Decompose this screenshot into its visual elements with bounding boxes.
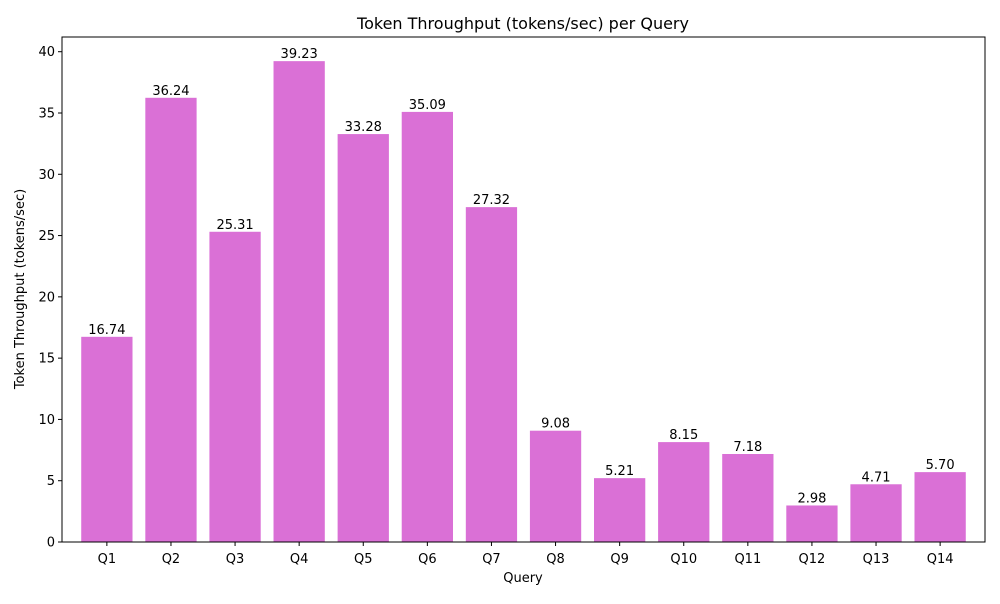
bar-value-label-q12: 2.98: [797, 491, 826, 506]
y-tick-label-0: 0: [47, 536, 55, 551]
x-tick-label-q10: Q10: [670, 552, 697, 567]
plot-frame: [61, 36, 986, 543]
y-tick-label-30: 30: [38, 168, 55, 183]
axes-layer: [61, 36, 986, 543]
x-tick-label-q4: Q4: [290, 552, 309, 567]
x-tick-label-q9: Q9: [610, 552, 629, 567]
y-tick-label-40: 40: [38, 45, 55, 60]
bar-q6: [401, 111, 453, 542]
x-tick-label-q1: Q1: [98, 552, 117, 567]
bar-value-label-q13: 4.71: [862, 470, 891, 485]
bar-q13: [850, 484, 902, 542]
y-axis-label: Token Throughput (tokens/sec): [13, 189, 28, 390]
x-tick-label-q11: Q11: [734, 552, 761, 567]
x-tick-label-q14: Q14: [927, 552, 954, 567]
bar-value-label-q7: 27.32: [473, 193, 510, 208]
y-tick-label-25: 25: [38, 229, 55, 244]
bar-value-label-q3: 25.31: [216, 218, 253, 233]
y-tick-label-5: 5: [47, 474, 55, 489]
bar-q9: [594, 478, 646, 542]
bar-value-label-q10: 8.15: [669, 428, 698, 443]
chart-title: Token Throughput (tokens/sec) per Query: [356, 14, 689, 33]
bar-q10: [658, 442, 710, 542]
x-tick-label-q5: Q5: [354, 552, 373, 567]
x-axis-ticks: Q1 Q2 Q3 Q4 Q5 Q6 Q7 Q8 Q9 Q10 Q11 Q12 Q13 Q14: [98, 542, 954, 567]
bar-q11: [722, 453, 774, 542]
x-tick-label-q6: Q6: [418, 552, 437, 567]
bar-value-label-q14: 5.70: [926, 458, 955, 473]
y-axis-ticks: 0 5 10 15 20 25 30 35 40: [38, 45, 62, 551]
bar-q1: [81, 336, 133, 542]
x-tick-label-q13: Q13: [863, 552, 890, 567]
bar-value-label-q8: 9.08: [541, 417, 570, 432]
bar-q7: [465, 207, 518, 542]
y-tick-label-35: 35: [38, 106, 55, 121]
bar-value-label-q1: 16.74: [88, 323, 125, 338]
bar-q4: [273, 61, 325, 542]
bar-q2: [145, 97, 197, 543]
bar-q12: [786, 505, 838, 542]
bar-value-label-q6: 35.09: [409, 98, 446, 113]
bar-value-label-q11: 7.18: [733, 440, 762, 455]
bar-q5: [337, 134, 389, 542]
x-axis-label: Query: [503, 571, 543, 586]
bar-value-label-q5: 33.28: [345, 120, 382, 135]
bar-value-label-q4: 39.23: [281, 47, 318, 62]
x-tick-label-q8: Q8: [546, 552, 565, 567]
bar-q3: [209, 231, 261, 543]
y-tick-label-15: 15: [38, 352, 55, 367]
x-tick-label-q3: Q3: [226, 552, 245, 567]
y-tick-label-20: 20: [38, 290, 55, 305]
bar-q8: [529, 430, 582, 542]
value-labels-layer: 16.74 36.24 25.31 39.23 33.28 35.09 27.32 9.08 5…: [88, 47, 954, 506]
x-tick-label-q2: Q2: [162, 552, 181, 567]
x-tick-label-q7: Q7: [482, 552, 501, 567]
y-tick-label-10: 10: [38, 413, 55, 428]
bars-layer: [81, 61, 966, 543]
x-tick-label-q12: Q12: [799, 552, 826, 567]
bar-q14: [914, 472, 966, 542]
bar-value-label-q2: 36.24: [152, 84, 189, 99]
bar-value-label-q9: 5.21: [605, 464, 634, 479]
